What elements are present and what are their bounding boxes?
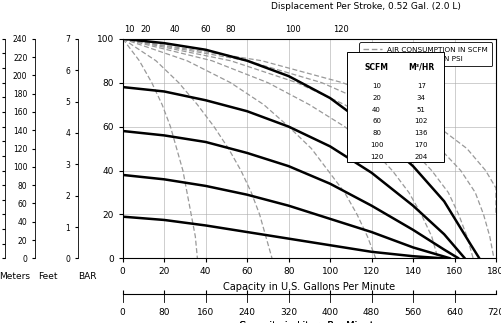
Text: 34: 34 bbox=[417, 95, 426, 100]
Text: 170: 170 bbox=[415, 142, 428, 148]
Text: 51: 51 bbox=[417, 107, 426, 112]
Text: 80: 80 bbox=[372, 130, 381, 136]
Text: Capacity in Liters Per Minute: Capacity in Liters Per Minute bbox=[239, 321, 380, 323]
Text: 80: 80 bbox=[225, 26, 236, 34]
Text: 10: 10 bbox=[124, 26, 134, 34]
Text: BAR: BAR bbox=[79, 272, 97, 281]
Text: 60: 60 bbox=[200, 26, 211, 34]
Text: 80: 80 bbox=[158, 308, 170, 317]
Text: 160: 160 bbox=[197, 308, 214, 317]
Text: 204: 204 bbox=[415, 154, 428, 160]
Text: 0: 0 bbox=[120, 308, 126, 317]
Text: Feet: Feet bbox=[38, 272, 57, 281]
Text: 60: 60 bbox=[372, 119, 381, 124]
Bar bbox=[347, 52, 444, 162]
Text: Meters: Meters bbox=[0, 272, 31, 281]
Text: 17: 17 bbox=[417, 83, 426, 89]
Text: Displacement Per Stroke, 0.52 Gal. (2.0 L): Displacement Per Stroke, 0.52 Gal. (2.0 … bbox=[271, 2, 460, 11]
X-axis label: Capacity in U.S. Gallons Per Minute: Capacity in U.S. Gallons Per Minute bbox=[223, 282, 395, 292]
Text: 120: 120 bbox=[370, 154, 383, 160]
X-axis label: Capacity in Liters Per Minute: Capacity in Liters Per Minute bbox=[239, 321, 380, 323]
Text: 102: 102 bbox=[415, 119, 428, 124]
Text: 100: 100 bbox=[285, 26, 301, 34]
Text: 10: 10 bbox=[372, 83, 381, 89]
Text: 240: 240 bbox=[238, 308, 256, 317]
Legend: AIR CONSUMPTION IN SCFM, AIR PRESSURE IN PSI: AIR CONSUMPTION IN SCFM, AIR PRESSURE IN… bbox=[359, 42, 492, 66]
Text: 480: 480 bbox=[363, 308, 380, 317]
Text: 40: 40 bbox=[372, 107, 381, 112]
Text: 20: 20 bbox=[372, 95, 381, 100]
Text: 20: 20 bbox=[140, 26, 151, 34]
Text: 560: 560 bbox=[404, 308, 422, 317]
Text: 100: 100 bbox=[370, 142, 383, 148]
Text: 400: 400 bbox=[322, 308, 339, 317]
Text: 40: 40 bbox=[169, 26, 180, 34]
Text: 120: 120 bbox=[333, 26, 348, 34]
Text: M³/HR: M³/HR bbox=[408, 63, 434, 72]
Text: 720: 720 bbox=[487, 308, 501, 317]
Text: SCFM: SCFM bbox=[365, 63, 389, 72]
Text: 320: 320 bbox=[280, 308, 297, 317]
Text: 136: 136 bbox=[415, 130, 428, 136]
Text: 640: 640 bbox=[446, 308, 463, 317]
Y-axis label: Discharge Head in PSI: Discharge Head in PSI bbox=[81, 95, 91, 203]
